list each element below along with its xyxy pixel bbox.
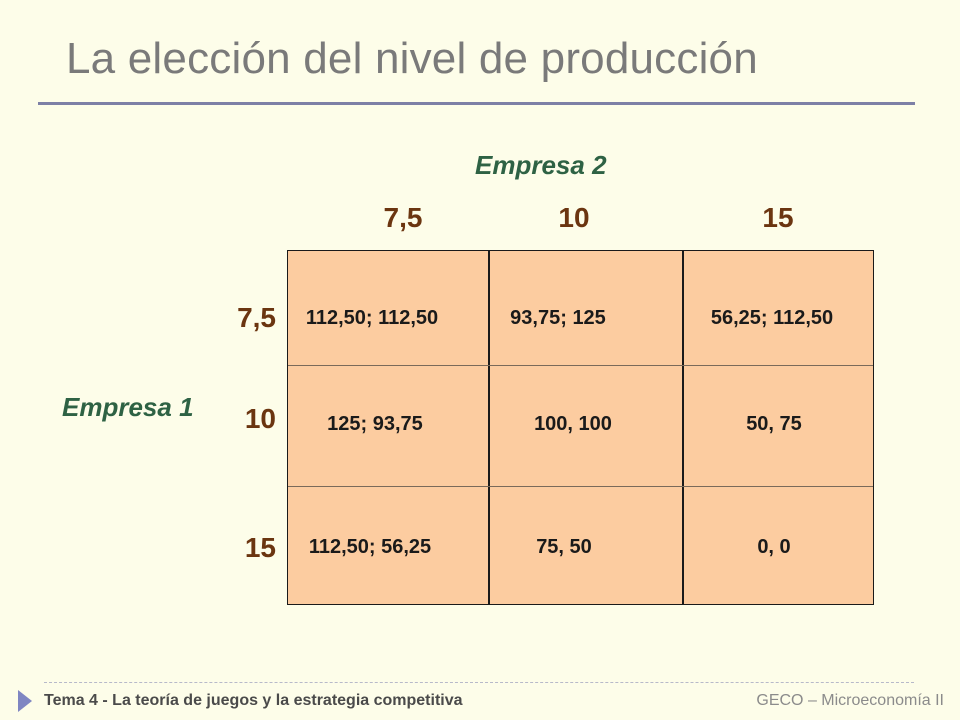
column-strategy-2: 10 (558, 202, 590, 233)
row-strategy-3: 15 (244, 532, 276, 563)
payoff-cell: 0, 0 (757, 536, 791, 558)
row-strategy-2: 10 (244, 403, 276, 434)
payoff-matrix: 112,50; 112,50 93,75; 125 56,25; 112,50 … (287, 250, 874, 605)
matrix-row-divider (288, 486, 873, 487)
footer-course: GECO – Microeconomía II (756, 692, 944, 709)
payoff-cell: 112,50; 56,25 (308, 536, 432, 558)
matrix-row-divider (288, 365, 873, 366)
triangle-right-icon (18, 690, 32, 712)
player-column-label: Empresa 2 (475, 150, 607, 180)
player-row-label: Empresa 1 (62, 392, 194, 422)
payoff-cell: 93,75; 125 (510, 307, 606, 329)
matrix-column-divider (682, 251, 684, 604)
footer-divider (44, 682, 914, 683)
footer-topic: Tema 4 - La teoría de juegos y la estrat… (44, 692, 463, 709)
payoff-cell: 75, 50 (536, 536, 592, 558)
row-strategy-1: 7,5 (237, 302, 276, 333)
slide-title: La elección del nivel de producción (66, 34, 758, 83)
payoff-cell: 56,25; 112,50 (710, 307, 834, 329)
column-strategy-1: 7,5 (383, 202, 423, 233)
payoff-cell: 100, 100 (534, 413, 612, 435)
payoff-cell: 112,50; 112,50 (305, 307, 439, 329)
matrix-column-divider (488, 251, 490, 604)
payoff-cell: 50, 75 (746, 413, 802, 435)
payoff-cell: 125; 93,75 (327, 413, 423, 435)
title-divider (38, 102, 915, 105)
column-strategy-3: 15 (762, 202, 794, 233)
